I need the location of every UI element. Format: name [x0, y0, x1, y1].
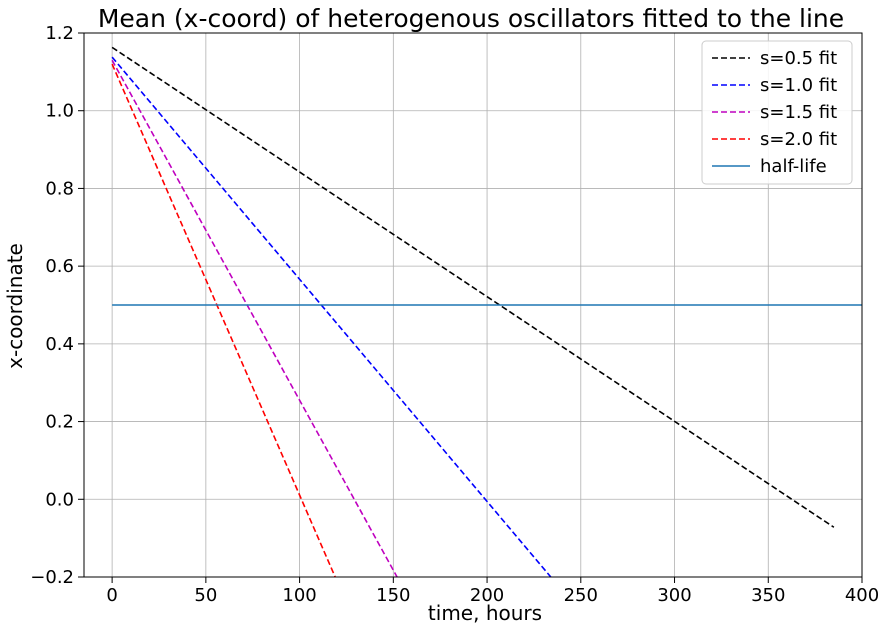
y-tick-label: 0.0 [45, 489, 74, 510]
y-tick-label: 0.2 [45, 412, 74, 433]
legend-box [701, 40, 853, 185]
x-tick-label: 250 [564, 585, 598, 606]
chart-title: Mean (x-coord) of heterogenous oscillato… [98, 4, 844, 33]
x-tick-label: 100 [282, 585, 316, 606]
x-tick-label: 350 [751, 585, 785, 606]
y-tick-label: 1.0 [45, 101, 74, 122]
axis-ticks: 0 50 100 150 200 250 300 350 400 −0.2 0.0 0.2 0.4 0.6… [30, 23, 879, 606]
plot-frame [83, 32, 863, 578]
legend-label: s=1.0 fit [760, 75, 837, 96]
y-axis-label: x-coordinate [3, 243, 27, 369]
x-tick-label: 0 [106, 585, 117, 606]
y-tick-label: 0.4 [45, 334, 74, 355]
x-axis-label: time, hours [428, 601, 542, 625]
x-tick-label: 400 [845, 585, 879, 606]
legend-label: s=0.5 fit [760, 48, 837, 69]
series-line-s-0-5-fit [111, 46, 835, 528]
x-tick-label: 150 [376, 585, 410, 606]
y-tick-label: 0.6 [45, 256, 74, 277]
series-line-s-2-0-fit [111, 63, 336, 578]
legend-label: s=1.5 fit [760, 102, 837, 123]
x-tick-label: 300 [657, 585, 691, 606]
series-lines [111, 46, 862, 578]
legend-label: s=2.0 fit [760, 129, 837, 150]
series-line-s-1-0-fit [111, 56, 552, 578]
y-tick-label: 0.8 [45, 178, 74, 199]
x-tick-label: 200 [470, 585, 504, 606]
legend-label: half-life [760, 156, 827, 177]
series-line-s-1-5-fit [111, 59, 398, 578]
y-tick-label: −0.2 [30, 567, 74, 588]
x-tick-label: 50 [194, 585, 217, 606]
legend: s=0.5 fit s=1.0 fit s=1.5 fit s=2.0 fit half… [701, 40, 853, 185]
y-tick-label: 1.2 [45, 23, 74, 44]
